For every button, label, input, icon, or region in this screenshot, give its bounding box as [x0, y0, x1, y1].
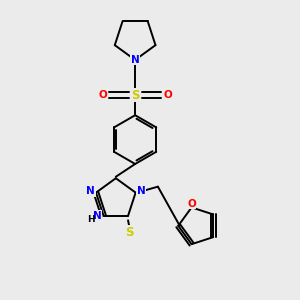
Text: O: O: [187, 199, 196, 209]
Text: S: S: [131, 88, 140, 101]
Text: O: O: [164, 90, 172, 100]
Text: H: H: [87, 215, 95, 224]
Text: N: N: [93, 211, 101, 221]
Text: N: N: [86, 186, 95, 196]
Text: S: S: [125, 226, 134, 239]
Text: N: N: [136, 186, 145, 196]
Text: N: N: [131, 55, 140, 65]
Text: O: O: [98, 90, 107, 100]
